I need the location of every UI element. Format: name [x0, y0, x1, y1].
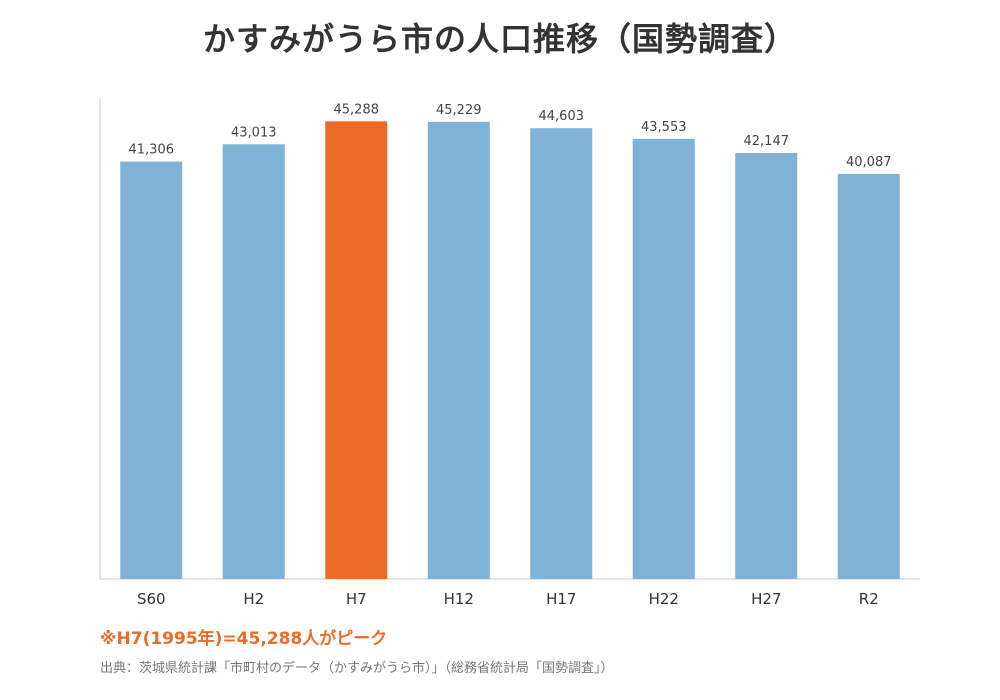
bar-s60 — [120, 161, 183, 579]
bar-h17 — [530, 128, 593, 579]
bar-h27 — [735, 153, 798, 580]
chart-title: かすみがうら市の人口推移（国勢調査） — [202, 20, 797, 58]
x-tick-label-h27: H27 — [751, 590, 781, 608]
value-label-h7: 45,288 — [334, 102, 380, 117]
value-label-h22: 43,553 — [641, 120, 687, 135]
bar-h2 — [222, 144, 285, 580]
x-tick-label-h2: H2 — [243, 590, 264, 608]
value-label-s60: 41,306 — [129, 143, 175, 158]
bar-r2 — [837, 173, 900, 580]
value-label-h12: 45,229 — [436, 103, 482, 118]
x-tick-label-h22: H22 — [649, 590, 679, 608]
peak-note: ※H7(1995年)=45,288人がピーク — [100, 629, 388, 649]
x-tick-label-h17: H17 — [546, 590, 576, 608]
x-tick-label-h7: H7 — [346, 590, 367, 608]
value-label-r2: 40,087 — [846, 155, 892, 170]
x-tick-label-s60: S60 — [137, 590, 166, 608]
source-note: 出典：茨城県統計課「市町村のデータ（かすみがうら市）」（総務省統計局「国勢調査」… — [100, 661, 614, 676]
bar-h12 — [427, 121, 490, 579]
bar-h7 — [325, 121, 388, 579]
value-label-h17: 44,603 — [539, 109, 585, 124]
x-tick-label-r2: R2 — [859, 590, 879, 608]
x-tick-label-h12: H12 — [444, 590, 474, 608]
value-label-h27: 42,147 — [744, 134, 790, 149]
bar-h22 — [632, 138, 695, 579]
value-label-h2: 43,013 — [231, 125, 277, 140]
